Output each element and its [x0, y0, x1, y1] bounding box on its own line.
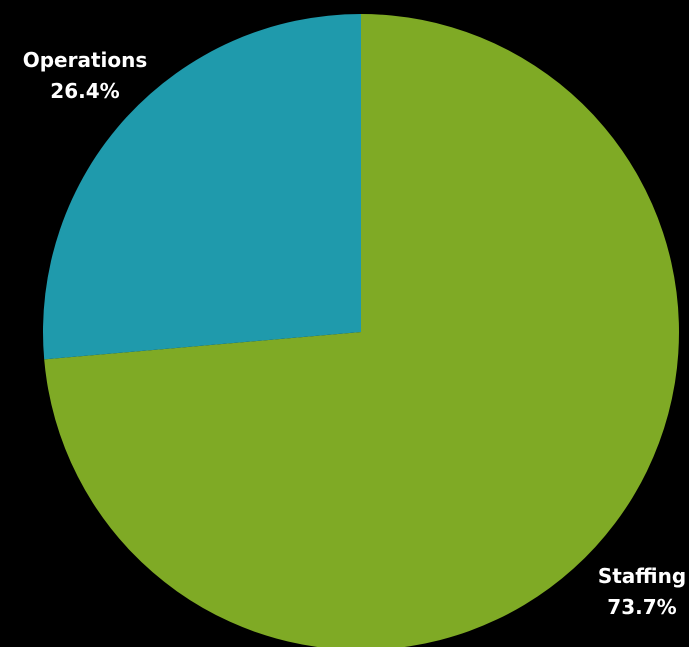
slice-label-name-staffing: Staffing [598, 564, 686, 588]
pie-slice-staffing [44, 14, 679, 647]
slice-label-value-staffing: 73.7% [607, 595, 676, 619]
slices-layer [42, 14, 679, 647]
pie-slice-operations [42, 14, 361, 360]
slice-label-value-operations: 26.4% [50, 79, 119, 103]
slice-label-name-operations: Operations [23, 48, 148, 72]
labels-layer: Staffing 73.7% Operations 26.4% [23, 48, 686, 619]
